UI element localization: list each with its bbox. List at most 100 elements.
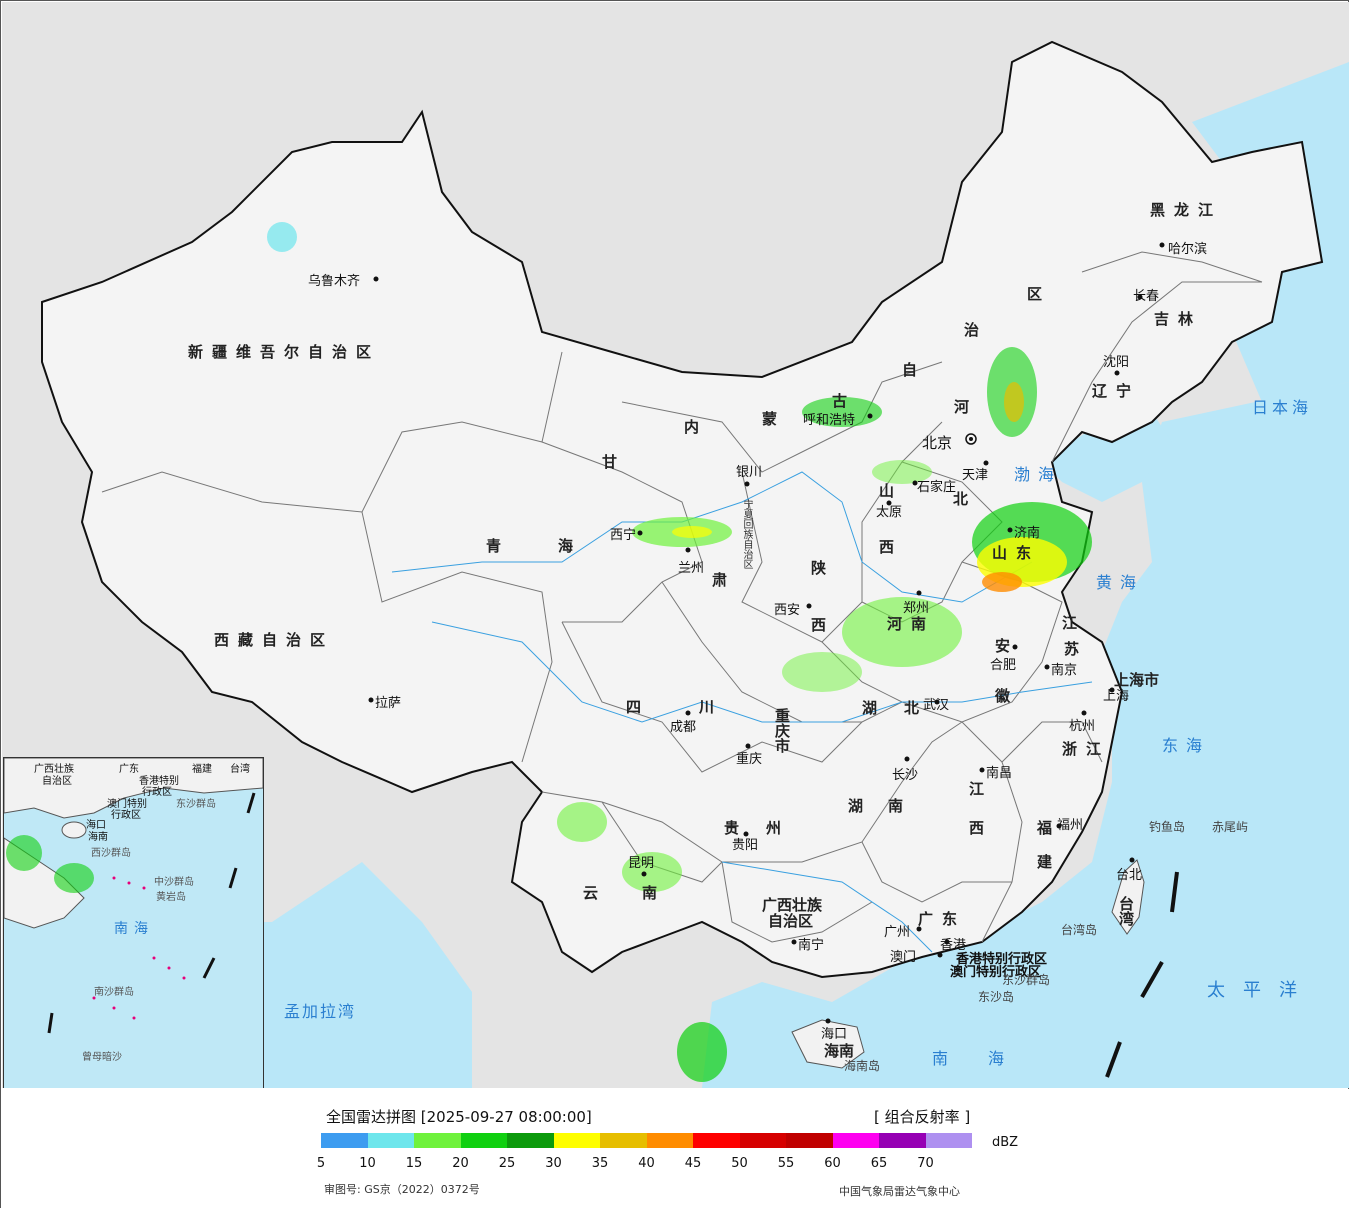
island-diaoyu: 钓鱼岛 <box>1149 820 1186 834</box>
sea-japan: 日本海 <box>1252 398 1313 417</box>
region-hebei-2: 北 <box>953 490 969 508</box>
sea-bohai: 渤海 <box>1014 465 1063 484</box>
region-fujian-2: 建 <box>1037 853 1053 871</box>
region-macau: 澳门特别行政区 <box>950 965 1042 980</box>
region-neimenggu-5: 治 <box>964 321 980 339</box>
region-henan: 河南 <box>887 615 936 633</box>
city-hefei: 合肥 <box>990 658 1017 673</box>
region-hebei-1: 河 <box>954 398 970 416</box>
region-liaoning: 辽宁 <box>1092 382 1141 400</box>
legend-unit: dBZ <box>992 1135 1019 1150</box>
region-shaanxi-1: 陕 <box>811 559 827 577</box>
city-nanjing: 南京 <box>1051 663 1078 678</box>
scale-tick-label: 35 <box>591 1156 609 1171</box>
region-neimenggu-3: 古 <box>832 392 848 410</box>
region-shanxi-2: 西 <box>879 538 895 556</box>
inset-label: 行政区 <box>111 810 141 821</box>
city-tianjin: 天津 <box>962 468 989 483</box>
region-neimenggu-4: 自 <box>902 361 918 379</box>
radar-echoes <box>267 222 1092 1082</box>
region-hongkong: 香港特别行政区 <box>956 952 1048 967</box>
region-shanghai: 上海市 <box>1114 671 1160 689</box>
region-hunan-1: 湖 <box>848 797 864 815</box>
region-sichuan-2: 川 <box>699 698 715 716</box>
region-jiangxi-2: 西 <box>969 819 985 837</box>
city-hangzhou: 杭州 <box>1069 719 1096 734</box>
region-hainan: 海南 <box>824 1042 855 1060</box>
map-base <box>41 40 1349 1088</box>
city-nanning: 南宁 <box>798 938 825 953</box>
region-yunnan-2: 南 <box>642 884 658 902</box>
scale-swatch <box>460 1133 507 1148</box>
region-chongqing: 重庆市 <box>773 708 791 753</box>
scale-tick-label: 5 <box>316 1156 326 1171</box>
scale-tick-label: 70 <box>917 1156 934 1171</box>
region-jilin: 吉林 <box>1154 310 1203 328</box>
city-shijiazhuang: 石家庄 <box>917 480 957 495</box>
legend-product: [ 组合反射率 ] <box>874 1108 971 1126</box>
scale-tick-label: 55 <box>777 1156 795 1171</box>
inset-label: 台湾 <box>230 764 250 775</box>
scale-tick-label: 65 <box>870 1156 888 1171</box>
city-harbin: 哈尔滨 <box>1168 242 1208 257</box>
region-xinjiang: 新疆维吾尔自治区 <box>188 343 381 361</box>
inset-label: 行政区 <box>142 787 172 798</box>
data-source: 中国气象局雷达气象中心 <box>839 1185 960 1198</box>
region-guizhou-1: 贵 <box>724 819 740 837</box>
sea-area-east <box>702 382 1349 1088</box>
region-anhui-2: 徽 <box>995 687 1011 705</box>
city-guiyang: 贵阳 <box>732 838 759 853</box>
region-guangxi-2: 自治区 <box>768 912 814 930</box>
inset-label: 广东 <box>119 764 139 775</box>
island-taiwan: 台湾岛 <box>1061 923 1098 937</box>
sea-bengal: 孟加拉湾 <box>284 1002 357 1021</box>
inset-label: 中沙群岛 <box>154 877 194 888</box>
region-hubei-1: 湖 <box>862 699 878 717</box>
region-sichuan-1: 四 <box>626 698 642 716</box>
city-chongqing: 重庆 <box>736 752 763 767</box>
city-changsha: 长沙 <box>892 768 919 783</box>
scale-tick-label: 60 <box>824 1156 841 1171</box>
scale-swatch <box>739 1133 786 1148</box>
city-dots <box>368 242 1165 1024</box>
region-yunnan-1: 云 <box>583 884 599 902</box>
city-zhengzhou: 郑州 <box>903 601 930 616</box>
island-chiwei: 赤尾屿 <box>1212 820 1249 834</box>
region-taiwan: 台湾 <box>1117 896 1135 926</box>
region-guangdong: 广东 <box>918 910 967 928</box>
city-aomen: 澳门 <box>890 950 917 965</box>
region-guizhou-2: 州 <box>766 819 782 837</box>
city-taiyuan: 太原 <box>876 505 903 520</box>
region-guangxi-1: 广西壮族 <box>762 896 823 914</box>
region-heilongjiang: 黑龙江 <box>1150 201 1223 219</box>
inset-label: 曾母暗沙 <box>82 1052 122 1063</box>
inset-label: 西沙群岛 <box>91 848 131 859</box>
inset-label: 香港特别 <box>139 776 179 787</box>
scale-tick-label: 50 <box>731 1156 748 1171</box>
city-fuzhou: 福州 <box>1057 818 1084 833</box>
inset-label: 海南 <box>88 832 108 843</box>
scale-swatch <box>507 1133 554 1148</box>
scale-swatch <box>553 1133 600 1148</box>
region-anhui-1: 安 <box>995 637 1011 655</box>
region-neimenggu-6: 区 <box>1027 285 1043 303</box>
inset-label: 广西壮族 <box>34 764 74 775</box>
hainan-island <box>791 1019 865 1069</box>
region-neimenggu-2: 蒙 <box>762 410 778 428</box>
region-jiangxi-1: 江 <box>969 780 985 798</box>
rivers <box>391 471 1093 953</box>
scale-swatch <box>693 1133 740 1148</box>
city-hohhot: 呼和浩特 <box>803 413 856 428</box>
radar-map: 新疆维吾尔自治区 西藏自治区 青 海 甘 肃 内 蒙 古 自 治 区 黑龙江 吉… <box>2 2 1349 1088</box>
city-beijing: 北京 <box>922 434 953 452</box>
city-guangzhou: 广州 <box>884 925 911 940</box>
region-qinghai-1: 青 <box>486 537 502 555</box>
scale-swatch <box>786 1133 833 1148</box>
region-gansu-1: 甘 <box>602 453 618 471</box>
scale-swatch <box>832 1133 879 1148</box>
inset-label: 福建 <box>192 764 212 775</box>
scale-tick-label: 30 <box>545 1156 562 1171</box>
scale-tick-label: 20 <box>452 1156 469 1171</box>
scale-tick-label: 40 <box>638 1156 655 1171</box>
